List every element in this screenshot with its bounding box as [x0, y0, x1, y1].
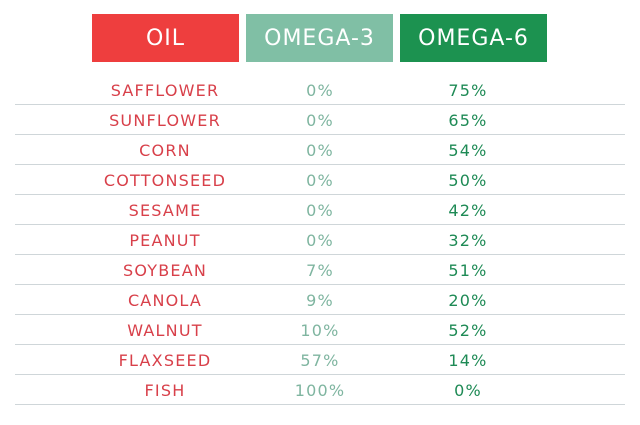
table-row: SOYBEAN 7% 51% — [0, 255, 640, 285]
table-row: CANOLA 9% 20% — [0, 285, 640, 315]
oil-name: SESAME — [128, 201, 202, 220]
omega6-value: 32% — [448, 231, 488, 250]
omega3-value: 57% — [300, 351, 340, 370]
oil-name: FISH — [144, 381, 186, 400]
omega6-value: 52% — [448, 321, 488, 340]
oil-table: SAFFLOWER 0% 75% SUNFLOWER 0% 65% CORN 0… — [0, 75, 640, 405]
omega3-value: 10% — [300, 321, 340, 340]
header-oil: OIL — [92, 14, 239, 62]
omega3-value: 0% — [306, 201, 334, 220]
oil-name: SAFFLOWER — [110, 81, 220, 100]
omega3-value: 0% — [306, 111, 334, 130]
header-omega6: OMEGA-6 — [400, 14, 547, 62]
omega3-value: 0% — [306, 81, 334, 100]
omega6-value: 0% — [454, 381, 482, 400]
table-row: FISH 100% 0% — [0, 375, 640, 405]
omega3-value: 100% — [294, 381, 346, 400]
oil-name: CORN — [139, 141, 191, 160]
oil-name: CANOLA — [127, 291, 203, 310]
table-row: COTTONSEED 0% 50% — [0, 165, 640, 195]
omega6-value: 20% — [448, 291, 488, 310]
table-row: CORN 0% 54% — [0, 135, 640, 165]
omega6-value: 54% — [448, 141, 488, 160]
omega6-value: 14% — [448, 351, 488, 370]
omega3-value: 0% — [306, 231, 334, 250]
oil-name: COTTONSEED — [103, 171, 227, 190]
oil-name: SUNFLOWER — [109, 111, 221, 130]
omega6-value: 75% — [448, 81, 488, 100]
oil-name: FLAXSEED — [118, 351, 212, 370]
oil-name: SOYBEAN — [122, 261, 208, 280]
omega3-value: 0% — [306, 141, 334, 160]
omega3-value: 7% — [306, 261, 334, 280]
omega6-value: 65% — [448, 111, 488, 130]
omega3-value: 0% — [306, 171, 334, 190]
header-omega3: OMEGA-3 — [246, 14, 393, 62]
table-row: SESAME 0% 42% — [0, 195, 640, 225]
oil-name: WALNUT — [127, 321, 203, 340]
table-row: WALNUT 10% 52% — [0, 315, 640, 345]
oil-name: PEANUT — [129, 231, 201, 250]
table-row: PEANUT 0% 32% — [0, 225, 640, 255]
omega6-value: 50% — [448, 171, 488, 190]
table-row: SAFFLOWER 0% 75% — [0, 75, 640, 105]
table-row: SUNFLOWER 0% 65% — [0, 105, 640, 135]
table-row: FLAXSEED 57% 14% — [0, 345, 640, 375]
omega6-value: 42% — [448, 201, 488, 220]
omega6-value: 51% — [448, 261, 488, 280]
omega3-value: 9% — [306, 291, 334, 310]
